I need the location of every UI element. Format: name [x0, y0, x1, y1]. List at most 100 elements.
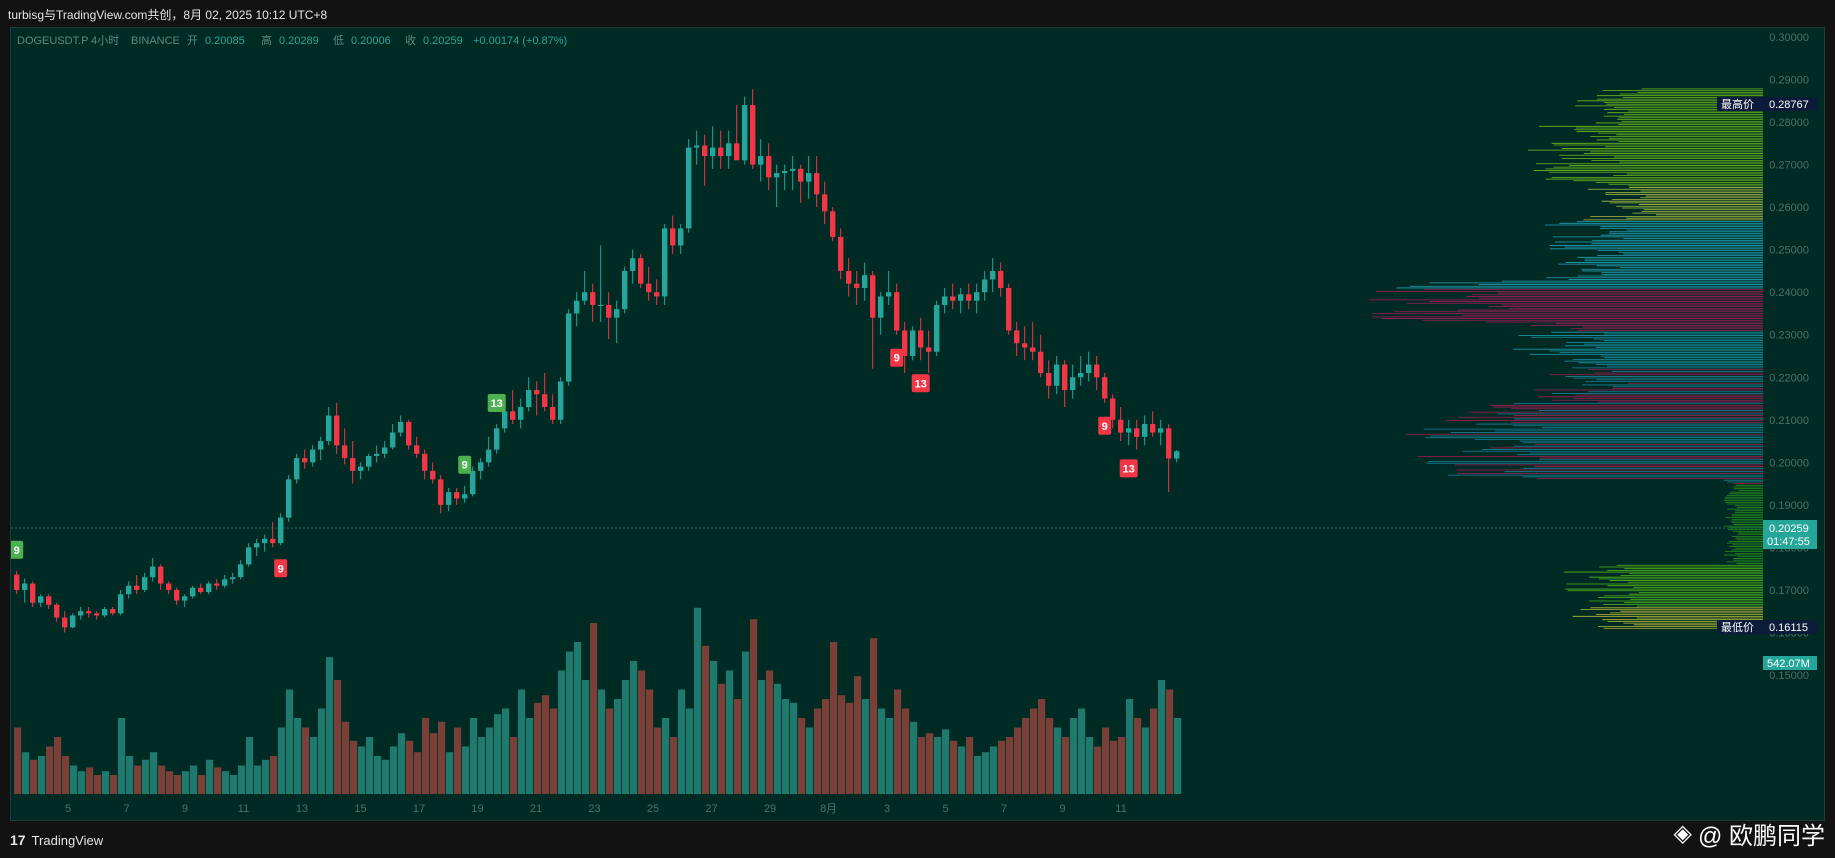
candle-body [590, 292, 596, 305]
candle-body [1094, 364, 1100, 378]
candle-body [430, 470, 436, 480]
chart-caption: turbisg与TradingView.com共创，8月 02, 2025 10… [8, 8, 328, 22]
candle-body [406, 421, 412, 446]
volume-bar [542, 695, 550, 794]
volume-bar [478, 737, 486, 794]
volume-bar [158, 765, 166, 794]
signal-markers: 9 9 9 13 9 13 9 13 [10, 348, 1138, 578]
candle-body [798, 168, 804, 182]
volume-bar [1014, 727, 1022, 794]
chart-area[interactable]: 0.30000 0.29000 0.28000 0.27000 0.26000 0.250… [10, 27, 1825, 821]
volume-bar [438, 721, 446, 794]
tradingview-logo[interactable]: 17 TradingView [10, 832, 103, 848]
volume-bar [134, 765, 142, 794]
candle-body [1126, 428, 1132, 433]
candle-body [342, 445, 348, 459]
time-tick-label: 13 [296, 803, 308, 815]
candle-body [302, 458, 308, 463]
time-tick-label: 11 [1115, 803, 1126, 815]
time-tick-label: 29 [764, 803, 776, 815]
candle-body [326, 415, 332, 442]
candle-body [1158, 428, 1164, 433]
candle-body [334, 415, 340, 446]
candle-body [318, 441, 324, 450]
volume-bar [54, 737, 62, 794]
volume-bar [342, 721, 350, 794]
volume-bar [958, 746, 966, 794]
volume-bar [710, 661, 718, 794]
candle-body [918, 330, 924, 348]
volume-bar [1174, 718, 1182, 794]
candle-body [990, 270, 996, 280]
signal-marker [10, 540, 24, 559]
candle-body [1030, 347, 1036, 352]
volume-bar [790, 702, 798, 794]
candle-body [614, 309, 620, 318]
volume-bar [638, 670, 646, 794]
candle-body [1174, 451, 1180, 459]
time-tick-label: 21 [530, 803, 542, 815]
volume-bar [166, 771, 174, 794]
candle-body [1134, 428, 1140, 437]
volume-bar [22, 752, 30, 794]
price-tick-label: 0.22000 [1769, 372, 1809, 384]
legend-symbol: DOGEUSDT.P [17, 35, 89, 47]
candle-body [854, 283, 860, 288]
volume-bar [198, 775, 206, 794]
volume-bar [662, 718, 670, 794]
volume-bar [670, 737, 678, 794]
candle-body [1118, 419, 1124, 433]
candle-body [974, 292, 980, 301]
volume-bar [14, 727, 22, 794]
volume-bar [1118, 737, 1126, 794]
volume-bar [182, 771, 190, 794]
candle-body [382, 447, 388, 454]
candle-body [70, 615, 76, 628]
volume-bar [606, 708, 614, 794]
candle-body [822, 194, 828, 212]
volume-bar [1134, 718, 1142, 794]
candle-body [958, 294, 964, 301]
time-tick-label: 27 [705, 803, 717, 815]
price-tick-label: 0.17000 [1769, 585, 1809, 597]
candle-body [1078, 373, 1084, 378]
candle-body [694, 145, 700, 148]
volume-bar [846, 702, 854, 794]
volume-bar [966, 737, 974, 794]
price-axis: 0.30000 0.29000 0.28000 0.27000 0.26000 0.250… [1769, 32, 1809, 682]
lowest-price-badge: 最低价 0.16115 [1717, 620, 1817, 634]
candle-body [398, 421, 404, 433]
lowest-price-label: 最低价 [1721, 621, 1754, 634]
bar-countdown: 01:47:55 [1767, 536, 1810, 548]
volume-bar [1038, 699, 1046, 794]
volume-bar [646, 689, 654, 794]
volume-bar [286, 689, 294, 794]
volume-bar [222, 771, 230, 794]
candle-body [542, 394, 548, 408]
volume-bar [238, 765, 246, 794]
candle-body [1054, 364, 1060, 386]
volume-bar [862, 699, 870, 794]
candle-body [110, 609, 116, 614]
candle-body [1046, 373, 1052, 386]
volume-bar [326, 657, 334, 794]
candlestick-chart[interactable]: 0.30000 0.29000 0.28000 0.27000 0.26000 0.250… [10, 28, 1824, 820]
candle-body [646, 283, 652, 293]
volume-bar [622, 680, 630, 794]
volume-bar [70, 765, 78, 794]
price-tick-label: 0.19000 [1769, 500, 1809, 512]
volume-bar [694, 607, 702, 794]
candle-body [350, 458, 356, 471]
time-tick-label: 19 [471, 803, 483, 815]
volume-bar [150, 752, 158, 794]
volume-bar [782, 699, 790, 794]
candle-body [558, 381, 564, 420]
candle-body [278, 517, 284, 544]
candle-body [14, 574, 20, 590]
candle-body [718, 147, 724, 157]
volume-bar [886, 718, 894, 794]
volume-profile [1368, 88, 1763, 629]
signal-marker [890, 348, 904, 367]
legend-low: 0.20006 [351, 35, 391, 47]
time-tick-label: 5 [942, 803, 948, 815]
